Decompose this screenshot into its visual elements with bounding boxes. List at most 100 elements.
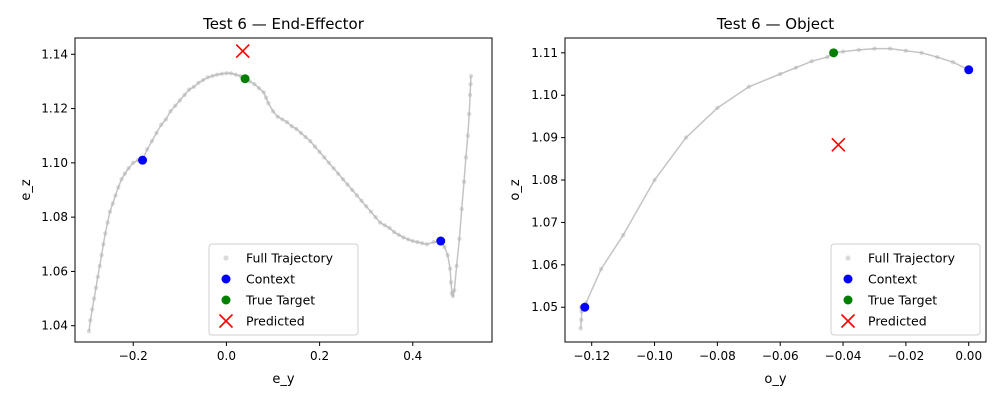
trajectory-point [113, 193, 118, 198]
y-tick-label: 1.08 [41, 210, 68, 224]
trajectory-point [322, 155, 327, 160]
context-point [964, 65, 974, 75]
trajectory-point [336, 171, 341, 176]
context-point [138, 155, 148, 165]
trajectory-point [263, 95, 269, 100]
legend-box [830, 243, 981, 336]
trajectory-point [312, 144, 318, 149]
trajectory-point [177, 98, 183, 103]
trajectory-point [116, 185, 121, 190]
legend-marker [221, 274, 231, 284]
legend-item: True Target [843, 293, 937, 308]
y-tick-label: 1.10 [41, 156, 68, 170]
trajectory-point [317, 149, 322, 155]
trajectory-point [105, 220, 110, 225]
trajectory-point [373, 214, 378, 220]
legend-label: Full Trajectory [868, 251, 956, 266]
trajectory-point [214, 72, 220, 77]
trajectory-point [228, 71, 234, 76]
y-tick-label: 1.07 [531, 215, 558, 229]
y-tick-label: 1.09 [531, 131, 558, 145]
trajectory-point [652, 177, 657, 183]
chart-title: Test 6 — Object [716, 15, 834, 33]
trajectory-point [598, 266, 604, 272]
trajectory-point [191, 84, 197, 90]
legend-item: Predicted [840, 314, 927, 329]
trajectory-point [99, 252, 104, 258]
y-tick-label: 1.06 [41, 264, 68, 278]
trajectory-point [331, 166, 336, 171]
trajectory-point [368, 209, 374, 214]
y-tick-label: 1.10 [531, 88, 558, 102]
trajectory-point [450, 293, 456, 299]
trajectory-point [93, 285, 99, 290]
trajectory-point [103, 231, 108, 236]
trajectory-point [303, 134, 308, 140]
legend-marker [223, 255, 229, 261]
trajectory-point [90, 307, 95, 312]
legend-item: Predicted [218, 314, 305, 329]
trajectory-point [935, 54, 940, 60]
legend-label: Context [246, 272, 295, 287]
legend-label: True Target [245, 293, 315, 308]
y-axis-label: o_z [508, 179, 523, 200]
trajectory-point [461, 179, 467, 185]
trajectory-point [145, 147, 150, 152]
trajectory-point [88, 318, 93, 323]
trajectory-point [919, 50, 924, 56]
context-point [436, 236, 446, 246]
trajectory-point [382, 223, 388, 228]
trajectory-point [856, 47, 861, 53]
trajectory-point [424, 242, 429, 247]
legend-marker [843, 295, 853, 305]
trajectory-point [308, 138, 313, 144]
trajectory-point [298, 130, 304, 136]
trajectory-point [122, 171, 128, 176]
trajectory-point [97, 263, 102, 269]
x-tick-label: 0.0 [217, 349, 236, 363]
trajectory-point [415, 239, 420, 245]
trajectory-point [200, 77, 206, 83]
trajectory-point [452, 288, 457, 293]
trajectory-point [186, 87, 192, 92]
trajectory-point [468, 73, 474, 79]
trajectory-point [289, 124, 294, 129]
x-tick-label: −0.06 [762, 349, 799, 363]
predicted-stroke [235, 43, 250, 59]
legend-marker [845, 255, 851, 261]
x-tick-label: −0.10 [636, 349, 673, 363]
legend-label: Context [868, 272, 917, 287]
trajectory-point [86, 328, 92, 334]
trajectory-point [340, 176, 346, 182]
chart-title: Test 6 — End-Effector [202, 15, 365, 33]
trajectory-point [903, 48, 909, 53]
plot-frame [564, 37, 987, 343]
legend: Full Trajectory Context True Target Predict… [208, 243, 359, 336]
trajectory-point [326, 160, 332, 166]
trajectory-point [107, 209, 113, 214]
trajectory-point [149, 138, 155, 144]
trajectory-point [95, 274, 101, 280]
trajectory-point [405, 237, 411, 242]
plot-frame [74, 37, 493, 343]
predicted-point [235, 43, 250, 59]
trajectory-point [950, 59, 956, 65]
x-tick-label: 0.2 [310, 349, 329, 363]
trajectory-point [449, 290, 455, 296]
trajectory-point [442, 244, 447, 250]
trajectory-point [445, 252, 450, 258]
chart-end-effector: Test 6 — End-Effector −0.2 0.0 0.2 0.4 1.04 1… [19, 15, 493, 387]
legend-label: Predicted [246, 314, 305, 329]
trajectory-point [280, 117, 285, 122]
trajectory-point [110, 201, 115, 206]
legend-item: Context [843, 272, 917, 287]
x-tick-label: 0.4 [403, 349, 422, 363]
x-tick-label: −0.12 [573, 349, 610, 363]
trajectory-point [182, 92, 187, 98]
x-axis-label: e_y [272, 372, 294, 387]
trajectory-point [809, 59, 814, 64]
trajectory-point [233, 72, 238, 77]
y-tick-label: 1.08 [531, 173, 558, 187]
trajectory-point [465, 133, 470, 138]
